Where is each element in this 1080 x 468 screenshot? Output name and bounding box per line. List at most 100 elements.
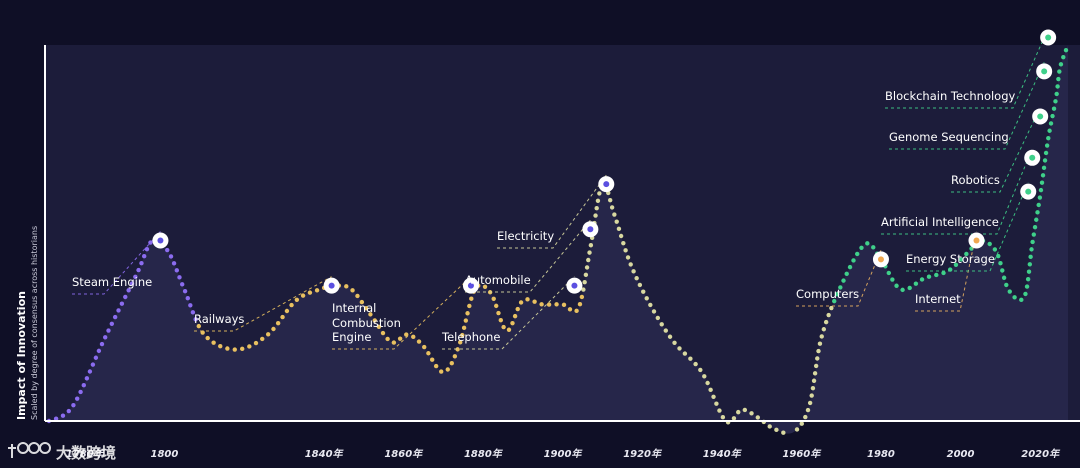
curve-dot bbox=[1061, 54, 1066, 60]
curve-dot bbox=[816, 348, 821, 354]
curve-dot bbox=[953, 262, 959, 267]
curve-dot bbox=[1023, 291, 1028, 297]
curve-dot bbox=[749, 411, 754, 416]
leader-line bbox=[72, 231, 161, 295]
curve-dot bbox=[512, 313, 518, 319]
label-layer: Steam EngineRailwaysInternalCombustionEn… bbox=[72, 89, 1016, 344]
curve-dot bbox=[280, 314, 285, 320]
data-label: Telephone bbox=[441, 330, 500, 344]
curve-dot bbox=[397, 336, 403, 341]
curve-dot bbox=[539, 302, 544, 307]
curve-dot bbox=[1054, 91, 1059, 97]
curve-dot bbox=[359, 299, 365, 305]
curve-dot bbox=[628, 262, 633, 267]
curve-dot bbox=[532, 299, 537, 304]
curve-dot bbox=[609, 205, 615, 210]
y-axis-subtitle: Scaled by degree of consensus across his… bbox=[30, 226, 39, 420]
curve-dot bbox=[794, 427, 800, 432]
y-axis-title-group: Impact of Innovation Scaled by degree of… bbox=[15, 226, 39, 420]
data-label: Electricity bbox=[497, 229, 554, 243]
curve-dot bbox=[799, 421, 804, 426]
data-label: Combustion bbox=[332, 316, 401, 330]
marker-layer bbox=[152, 29, 1057, 294]
curve-dot bbox=[614, 219, 619, 224]
curve-dot bbox=[93, 355, 99, 360]
curve-dot bbox=[717, 408, 722, 413]
curve-dot bbox=[1042, 158, 1048, 163]
curve-dot bbox=[698, 367, 703, 373]
curve-dot bbox=[271, 326, 276, 332]
curve-dot bbox=[165, 247, 170, 253]
curve-dot bbox=[109, 321, 115, 327]
leader-line bbox=[442, 276, 575, 350]
curve-dot bbox=[180, 282, 185, 287]
curve-dot bbox=[465, 311, 470, 316]
x-tick-label: 1920年 bbox=[623, 448, 663, 460]
data-label: Steam Engine bbox=[72, 275, 152, 289]
curve-dot bbox=[133, 274, 138, 280]
curve-dot bbox=[1057, 69, 1062, 74]
curve-dot bbox=[819, 334, 824, 339]
curve-dot bbox=[1001, 275, 1007, 280]
curve-dot bbox=[1007, 289, 1012, 294]
curve-dot bbox=[1063, 47, 1069, 53]
x-tick-label: 1980 bbox=[867, 449, 895, 460]
curve-dot bbox=[677, 346, 682, 351]
curve-dot bbox=[136, 267, 141, 273]
curve-dot bbox=[641, 289, 646, 294]
leader-line bbox=[951, 107, 1041, 193]
curve-dot bbox=[90, 362, 96, 367]
curve-dot bbox=[648, 302, 653, 308]
curve-dot bbox=[196, 323, 201, 329]
curve-dot bbox=[810, 385, 816, 391]
curve-dot bbox=[78, 389, 83, 395]
curve-dot bbox=[126, 288, 131, 293]
curve-dot bbox=[941, 270, 946, 276]
curve-dot bbox=[218, 343, 223, 349]
curve-dot bbox=[637, 282, 643, 288]
curve-dot bbox=[702, 374, 707, 379]
curve-dot bbox=[119, 301, 125, 306]
curve-dot bbox=[616, 226, 622, 232]
curve-dot bbox=[449, 360, 454, 366]
curve-dot bbox=[433, 363, 439, 369]
curve-dot bbox=[467, 303, 472, 309]
marker-dot bbox=[467, 282, 474, 289]
curve-dot bbox=[987, 241, 992, 247]
curve-dot bbox=[99, 341, 105, 347]
curve-dot bbox=[253, 340, 259, 346]
curve-dot bbox=[422, 344, 427, 350]
curve-dot bbox=[1039, 180, 1045, 185]
curve-dot bbox=[1043, 150, 1049, 156]
curve-dot bbox=[372, 318, 377, 323]
data-label: Automobile bbox=[465, 273, 531, 287]
marker-dot bbox=[1025, 188, 1032, 195]
curve-dot bbox=[355, 293, 360, 299]
leader-line bbox=[881, 148, 1033, 235]
area-layer bbox=[48, 45, 1069, 434]
marker-dot bbox=[1037, 113, 1044, 120]
curve-dot bbox=[847, 264, 853, 270]
leader-line bbox=[885, 28, 1049, 109]
curve-dot bbox=[705, 380, 710, 386]
curve-dot bbox=[826, 312, 831, 318]
curve-dot bbox=[554, 302, 559, 307]
curve-dot bbox=[171, 261, 177, 266]
watermark: 大数跨境 bbox=[8, 442, 116, 462]
curve-dot bbox=[260, 336, 265, 342]
curve-dot bbox=[1019, 297, 1024, 303]
curve-dot bbox=[597, 191, 602, 196]
curve-dot bbox=[498, 317, 504, 323]
curve-dot bbox=[934, 272, 939, 278]
curve-dot bbox=[494, 303, 499, 309]
curve-dot bbox=[455, 347, 460, 352]
curve-area-fill bbox=[48, 45, 1069, 434]
curve-dot bbox=[907, 285, 912, 291]
curve-dot bbox=[618, 233, 624, 239]
curve-dot bbox=[1034, 217, 1039, 222]
curve-dot bbox=[1025, 276, 1031, 282]
curve-dot bbox=[445, 367, 450, 372]
curve-dot bbox=[736, 409, 741, 415]
curve-dot bbox=[809, 393, 814, 398]
